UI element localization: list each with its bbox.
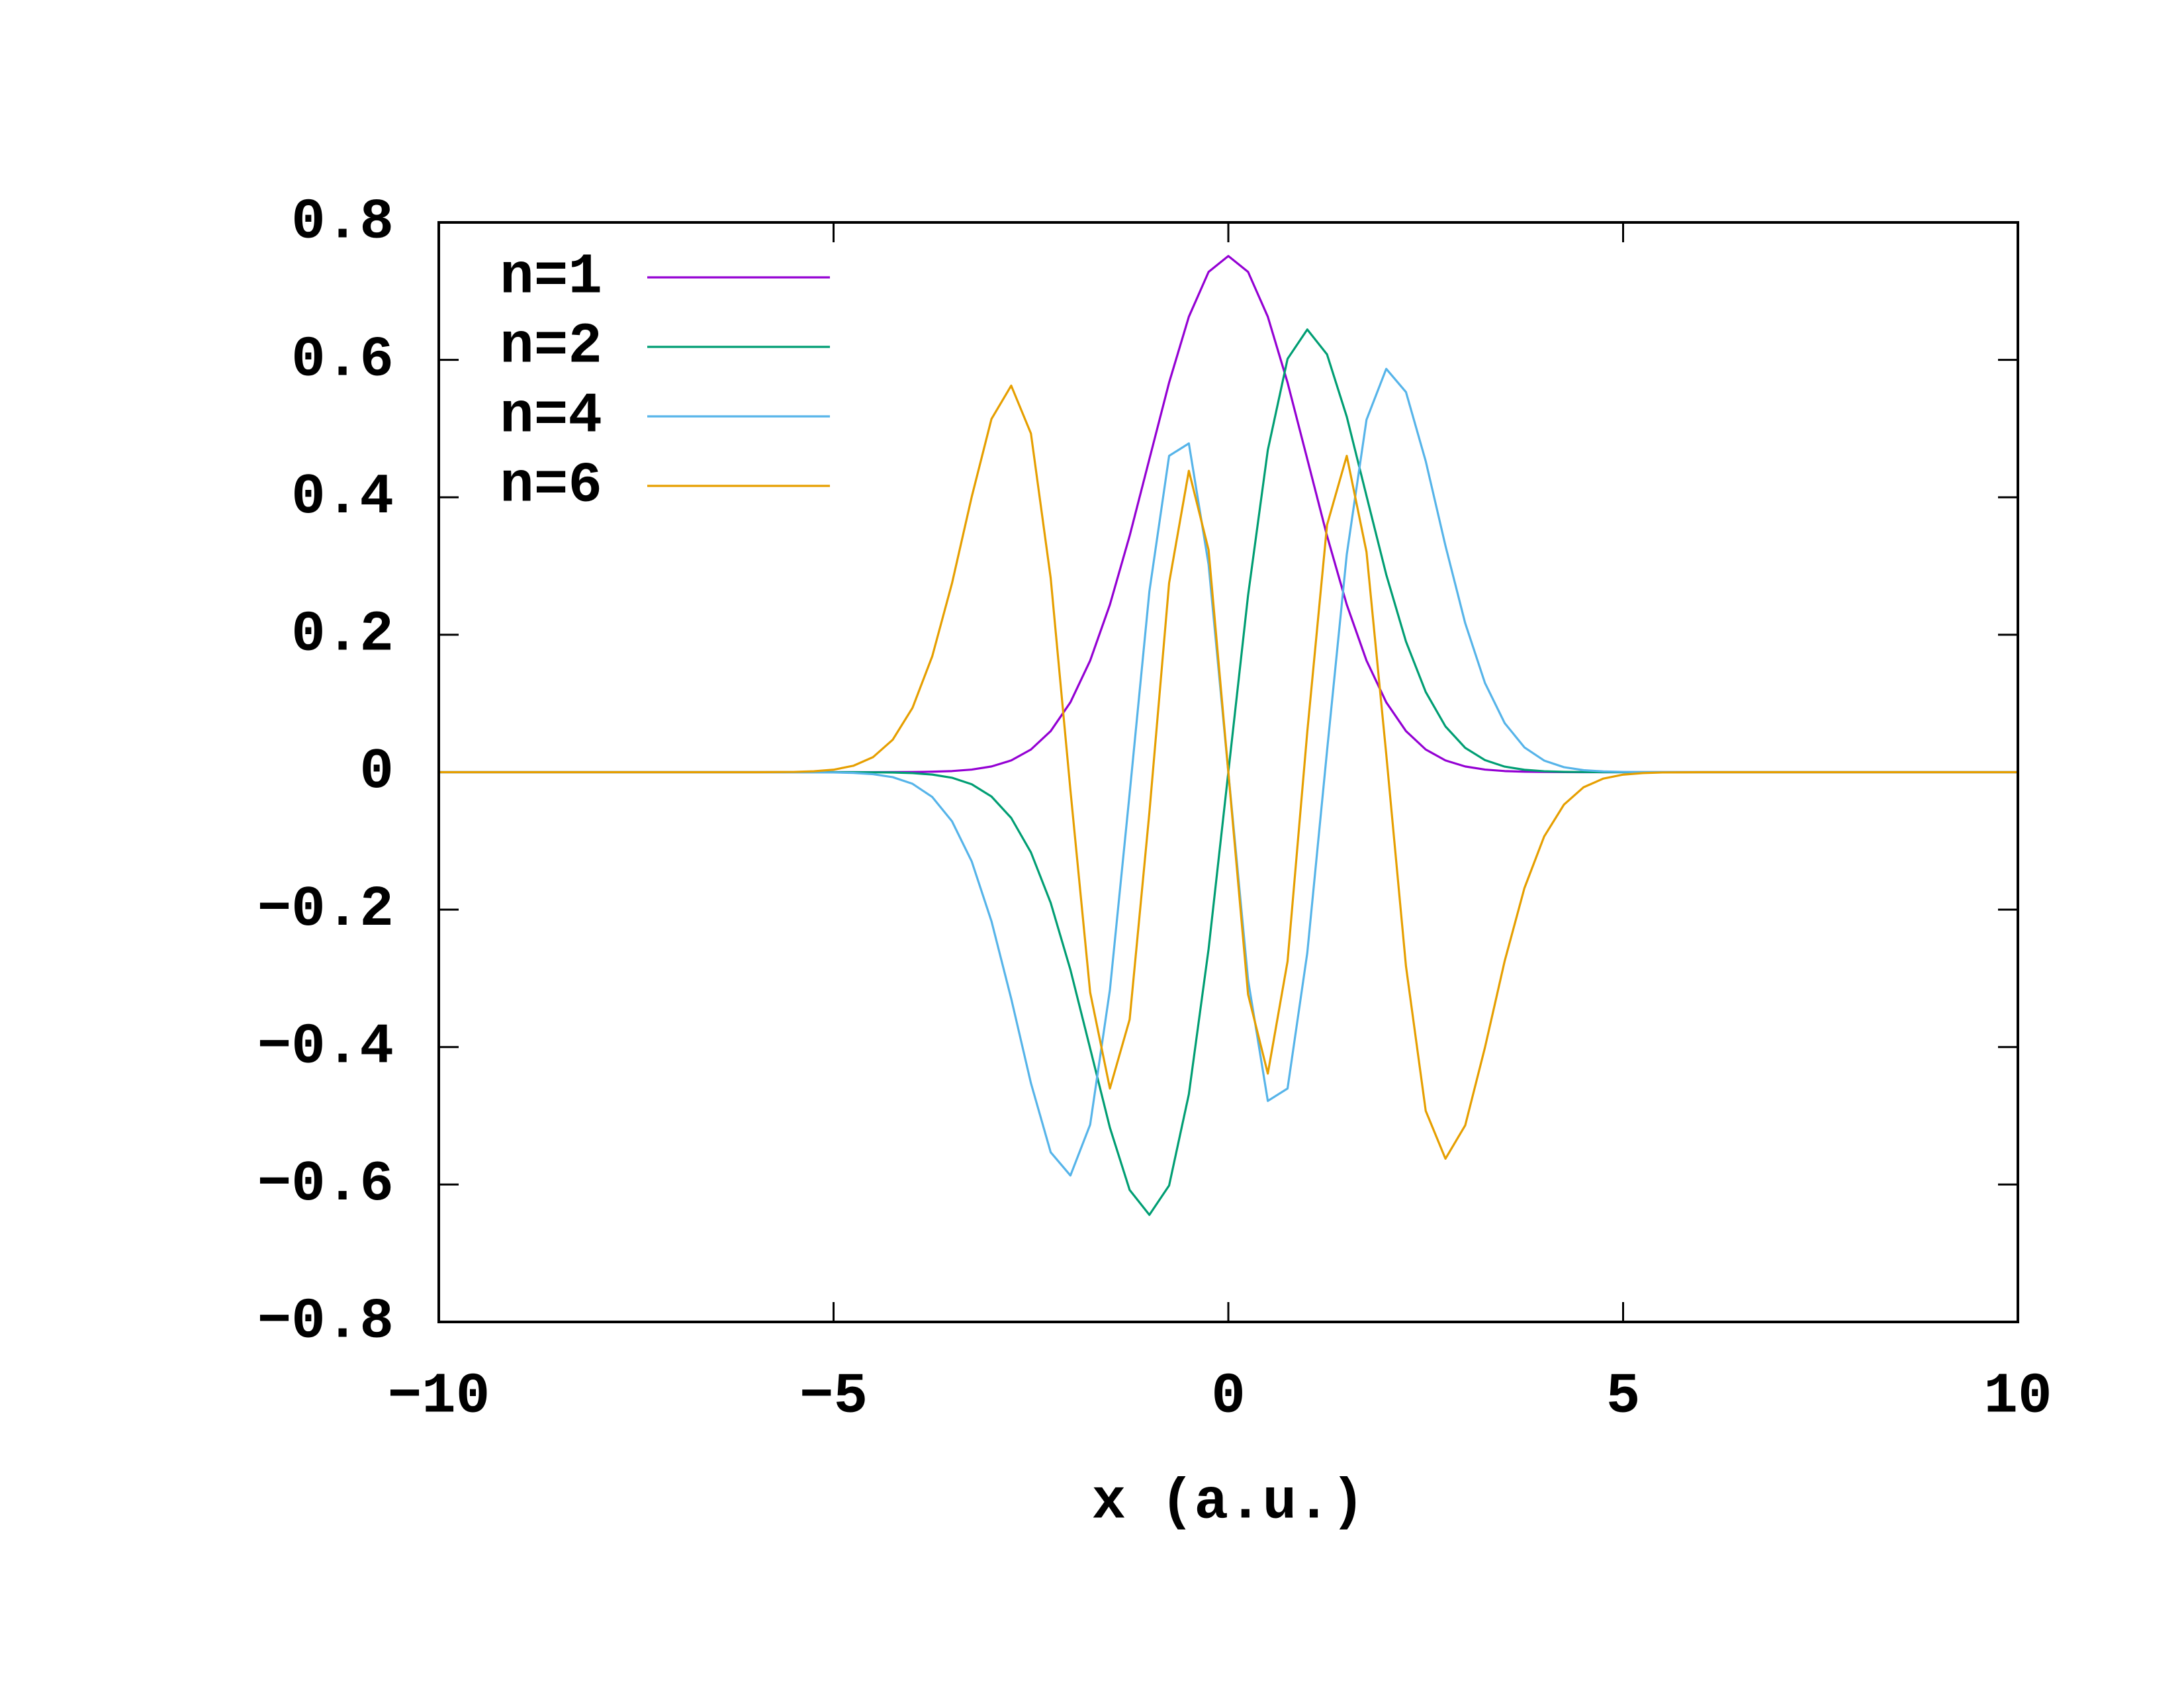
plot-frame	[437, 221, 2019, 1323]
y-tick-label: −0.2	[257, 877, 394, 942]
x-tick-label: −10	[388, 1364, 490, 1429]
y-tick-label: 0.8	[291, 190, 394, 255]
y-tick-label: 0.2	[291, 602, 394, 667]
y-tick-label: 0.4	[291, 465, 394, 530]
y-tick-label: −0.4	[257, 1014, 394, 1079]
legend-label: n=2	[500, 314, 602, 379]
x-tick-label: 10	[1983, 1364, 2052, 1429]
y-tick-label: 0	[359, 739, 394, 804]
x-axis-label: x (a.u.)	[1092, 1470, 1365, 1535]
legend-label: n=6	[500, 453, 602, 518]
y-tick-label: −0.6	[257, 1152, 394, 1217]
x-tick-label: −5	[799, 1364, 868, 1429]
x-tick-label: 5	[1606, 1364, 1641, 1429]
y-tick-label: 0.6	[291, 327, 394, 392]
legend-label: n=1	[500, 245, 602, 310]
legend-label: n=4	[500, 384, 602, 449]
y-tick-label: −0.8	[257, 1289, 394, 1354]
x-tick-label: 0	[1211, 1364, 1246, 1429]
series-line	[439, 384, 2018, 1160]
